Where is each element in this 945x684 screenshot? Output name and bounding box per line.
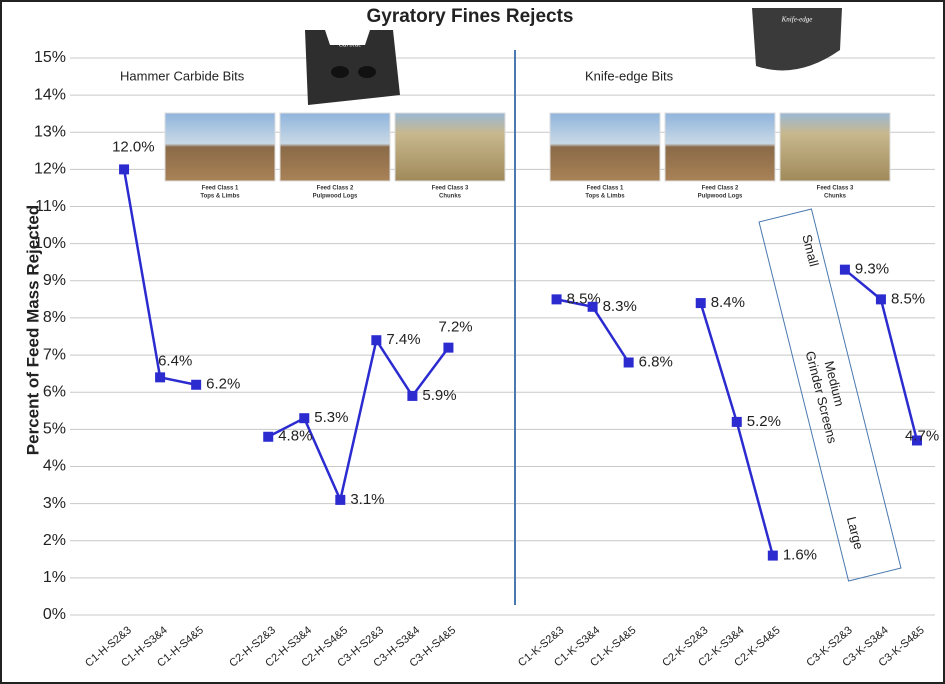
value-label: 9.3% xyxy=(855,261,889,278)
value-label: 7.2% xyxy=(438,319,472,336)
y-tick-label: 2% xyxy=(43,532,66,549)
value-label: 5.3% xyxy=(314,409,348,426)
data-point xyxy=(876,294,886,304)
photo-caption: Feed Class 3 xyxy=(817,186,854,192)
value-label: 8.4% xyxy=(711,294,745,311)
data-point xyxy=(155,372,165,382)
data-point xyxy=(407,391,417,401)
y-tick-label: 0% xyxy=(43,606,66,623)
value-label: 4.8% xyxy=(278,428,312,445)
data-point xyxy=(119,164,129,174)
data-point xyxy=(732,417,742,427)
data-point xyxy=(768,551,778,561)
photo-caption: Pulpwood Logs xyxy=(313,194,358,200)
feed-photo xyxy=(165,113,275,181)
value-label: 5.2% xyxy=(747,413,781,430)
bit-label: Knife-edge xyxy=(781,16,813,24)
value-label: 8.5% xyxy=(891,290,925,307)
data-point xyxy=(552,294,562,304)
value-label: 8.3% xyxy=(603,298,637,315)
data-point xyxy=(696,298,706,308)
bit-hole xyxy=(331,66,349,78)
photo-caption: Feed Class 2 xyxy=(702,186,739,192)
value-label: 5.9% xyxy=(422,387,456,404)
feed-photo xyxy=(550,113,660,181)
feed-photo xyxy=(395,113,505,181)
photo-caption: Pulpwood Logs xyxy=(698,194,743,200)
feed-photo xyxy=(780,113,890,181)
value-label: 6.4% xyxy=(158,352,192,369)
y-tick-label: 5% xyxy=(43,421,66,438)
data-point xyxy=(191,380,201,390)
photo-caption: Feed Class 3 xyxy=(432,186,469,192)
photo-caption: Feed Class 2 xyxy=(317,186,354,192)
data-point xyxy=(840,265,850,275)
data-point xyxy=(299,413,309,423)
photo-caption: Chunks xyxy=(439,194,462,200)
value-label: 7.4% xyxy=(386,331,420,348)
panel-label: Hammer Carbide Bits xyxy=(120,68,245,83)
chart-title: Gyratory Fines Rejects xyxy=(367,6,574,27)
data-point xyxy=(371,335,381,345)
feed-photo xyxy=(280,113,390,181)
data-point xyxy=(443,343,453,353)
photo-caption: Tops & Limbs xyxy=(200,194,240,200)
value-label: 12.0% xyxy=(112,138,155,155)
value-label: 4.7% xyxy=(905,427,939,444)
value-label: 3.1% xyxy=(350,491,384,508)
data-point xyxy=(263,432,273,442)
bit-hole xyxy=(358,66,376,78)
chart: Gyratory Fines Rejects Percent of Feed M… xyxy=(0,0,945,684)
y-tick-label: 4% xyxy=(43,458,66,475)
y-tick-label: 13% xyxy=(34,123,66,140)
data-point xyxy=(624,357,634,367)
y-tick-label: 1% xyxy=(43,569,66,586)
y-tick-label: 15% xyxy=(34,49,66,66)
y-tick-label: 11% xyxy=(35,198,66,215)
y-tick-label: 8% xyxy=(43,309,66,326)
y-tick-label: 3% xyxy=(43,495,66,512)
photo-caption: Feed Class 1 xyxy=(202,186,239,192)
y-tick-label: 6% xyxy=(43,383,66,400)
photo-caption: Feed Class 1 xyxy=(587,186,624,192)
y-tick-label: 7% xyxy=(43,346,66,363)
panel-label: Knife-edge Bits xyxy=(585,68,674,83)
y-tick-label: 14% xyxy=(34,86,66,103)
bit-label: Carbide xyxy=(339,41,362,49)
data-point xyxy=(335,495,345,505)
photo-caption: Chunks xyxy=(824,194,847,200)
photo-caption: Tops & Limbs xyxy=(585,194,625,200)
value-label: 6.2% xyxy=(206,376,240,393)
y-tick-label: 9% xyxy=(43,272,66,289)
feed-photo xyxy=(665,113,775,181)
y-tick-label: 10% xyxy=(34,235,66,252)
value-label: 6.8% xyxy=(639,353,673,370)
data-point xyxy=(588,302,598,312)
frame xyxy=(1,1,944,683)
value-label: 1.6% xyxy=(783,547,817,564)
y-tick-label: 12% xyxy=(34,161,66,178)
